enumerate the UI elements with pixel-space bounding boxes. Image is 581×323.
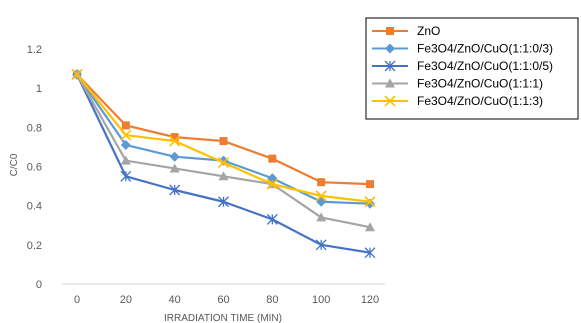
data-point-marker (217, 157, 230, 169)
data-point-marker (365, 222, 375, 232)
x-tick-label: 20 (120, 294, 132, 306)
legend-label: Fe3O4/ZnO/CuO(1:1:1) (417, 77, 543, 91)
data-point-marker (71, 68, 83, 81)
y-tick-label: 0.2 (27, 240, 42, 252)
data-point-marker (316, 212, 327, 222)
x-tick-label: 80 (266, 294, 278, 306)
data-point-marker (385, 43, 395, 54)
legend-label: Fe3O4/ZnO/CuO(1:1:0/3) (417, 42, 553, 56)
data-point-marker (384, 95, 396, 107)
x-tick-label: 100 (312, 294, 330, 306)
data-point-marker (120, 129, 132, 141)
data-point-marker (268, 154, 277, 163)
data-point-marker (219, 137, 228, 146)
y-axis-label: C/C0 (9, 153, 20, 176)
marker-stroke (71, 68, 83, 81)
data-point-marker (364, 247, 376, 259)
y-axis-ticks: 0 0.2 0.4 0.6 0.8 1 1.2 (27, 44, 42, 291)
data-point-marker (266, 213, 278, 225)
x-tick-label: 60 (217, 294, 229, 306)
x-tick-label: 0 (74, 294, 80, 306)
marker-stroke (217, 157, 230, 169)
data-point-marker (120, 139, 131, 150)
data-point-marker (364, 196, 376, 208)
marker-stroke (364, 196, 376, 208)
data-point-marker (218, 196, 229, 208)
data-point-marker (315, 190, 327, 202)
marker-stroke (266, 178, 278, 190)
legend-label: Fe3O4/ZnO/CuO(1:1:0/5) (417, 59, 553, 73)
legend-label: ZnO (417, 24, 440, 38)
data-point-marker (384, 60, 396, 72)
marker-stroke (384, 95, 396, 107)
data-point-marker (169, 135, 181, 147)
legend-item: Fe3O4/ZnO/CuO(1:1:3) (372, 94, 543, 108)
series-triangle (72, 69, 375, 232)
x-tick-label: 120 (361, 294, 379, 306)
data-point-marker (169, 184, 181, 196)
data-point-marker (366, 180, 374, 189)
data-point-marker (120, 155, 131, 165)
data-point-marker (315, 239, 327, 251)
y-tick-label: 0.4 (27, 201, 42, 213)
y-tick-label: 0 (36, 279, 42, 291)
data-point-marker (317, 178, 326, 187)
data-point-marker (218, 171, 229, 181)
legend-item: Fe3O4/ZnO/CuO(1:1:0/5) (372, 59, 553, 73)
series-square (73, 70, 374, 189)
data-point-marker (169, 151, 180, 162)
x-axis-ticks: 0 20 40 60 80 100 120 (74, 294, 379, 306)
marker-stroke (169, 135, 181, 147)
data-point-marker (120, 170, 132, 182)
x-tick-label: 40 (169, 294, 181, 306)
legend-item: Fe3O4/ZnO/CuO(1:1:0/3) (372, 42, 553, 56)
y-tick-label: 0.6 (27, 162, 42, 174)
marker-stroke (315, 190, 327, 202)
marker-stroke (120, 129, 132, 141)
legend-item: ZnO (372, 24, 440, 38)
legend-items: ZnO Fe3O4/ZnO/CuO(1:1:0/3) Fe3O4/ZnO/CuO(1… (372, 24, 553, 108)
y-tick-label: 1.2 (27, 44, 42, 56)
legend-label: Fe3O4/ZnO/CuO(1:1:3) (417, 94, 543, 108)
y-tick-label: 0.8 (27, 122, 42, 134)
data-point-marker (365, 198, 375, 209)
y-tick-label: 1 (36, 83, 42, 95)
data-point-marker (386, 27, 394, 35)
legend-item: Fe3O4/ZnO/CuO(1:1:1) (372, 77, 543, 91)
series-layer (71, 68, 376, 259)
data-point-marker (385, 78, 395, 88)
x-axis-label: IRRADIATION TIME (MIN) (164, 313, 282, 323)
legend-box (365, 17, 579, 120)
series-x (71, 68, 376, 208)
data-point-marker (170, 133, 179, 142)
legend: ZnO Fe3O4/ZnO/CuO(1:1:0/3) Fe3O4/ZnO/CuO(1… (365, 17, 579, 120)
data-point-marker (266, 178, 278, 190)
data-point-marker (121, 121, 130, 130)
data-point-marker (169, 163, 180, 173)
